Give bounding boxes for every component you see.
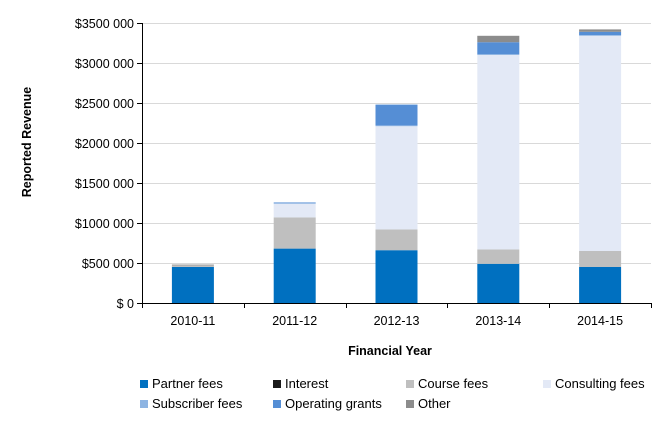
legend-label: Operating grants — [285, 396, 382, 411]
x-axis-title: Financial Year — [348, 344, 432, 358]
bar-segment-consulting-fees — [477, 55, 520, 250]
bar-segment-partner-fees — [375, 250, 418, 303]
x-tick-label: 2010-11 — [170, 314, 215, 328]
bar-segment-course-fees — [375, 229, 418, 251]
legend-swatch — [140, 380, 148, 388]
x-tick-label: 2011-12 — [272, 314, 317, 328]
legend-row: Subscriber fees Operating grants Other — [140, 394, 670, 414]
bar-segment-consulting-fees — [579, 35, 622, 251]
bar-segment-other — [579, 29, 622, 32]
x-tick-label: 2013-14 — [475, 314, 521, 328]
legend-item-operating-grants: Operating grants — [273, 394, 406, 414]
legend-item-consulting-fees: Consulting fees — [543, 374, 645, 394]
legend-label: Interest — [285, 376, 329, 391]
bar-segment-consulting-fees — [375, 126, 418, 230]
y-tick-label: $500 000 — [82, 257, 134, 271]
y-tick-labels: $ 0 $500 000 $1000 000 $1500 000 $2000 000 $2… — [75, 17, 134, 311]
legend-item-partner-fees: Partner fees — [140, 374, 273, 394]
y-tick-label: $1500 000 — [75, 177, 134, 191]
bar-segment-subscriber-fees — [579, 35, 622, 36]
y-tick-label: $2000 000 — [75, 137, 134, 151]
legend: Partner fees Interest Course fees Consul… — [140, 374, 670, 414]
bar-segment-partner-fees — [579, 267, 622, 303]
bar-segment-partner-fees — [171, 267, 214, 303]
y-tick-label: $2500 000 — [75, 97, 134, 111]
bar-segment-course-fees — [477, 249, 520, 264]
legend-label: Other — [418, 396, 451, 411]
legend-swatch — [406, 400, 414, 408]
x-tick-label: 2012-13 — [374, 314, 420, 328]
y-tick-label: $3000 000 — [75, 57, 134, 71]
legend-label: Partner fees — [152, 376, 223, 391]
bar-segment-partner-fees — [477, 263, 520, 303]
bar-segment-subscriber-fees — [477, 54, 520, 55]
bar-segment-partner-fees — [273, 248, 316, 303]
legend-swatch — [543, 380, 551, 388]
bar-segment-other — [171, 264, 214, 266]
bar-segment-subscriber-fees — [375, 125, 418, 127]
legend-label: Subscriber fees — [152, 396, 243, 411]
x-tick-label: 2014-15 — [577, 314, 623, 328]
legend-item-subscriber-fees: Subscriber fees — [140, 394, 273, 414]
legend-item-interest: Interest — [273, 374, 406, 394]
legend-swatch — [273, 380, 281, 388]
y-tick-label: $3500 000 — [75, 17, 134, 31]
bar-segment-operating-grants — [579, 31, 622, 35]
legend-label: Consulting fees — [555, 376, 645, 391]
y-axis-title: Reported Revenue — [20, 87, 34, 197]
legend-swatch — [406, 380, 414, 388]
axes — [137, 23, 652, 308]
y-tick-label: $1000 000 — [75, 217, 134, 231]
y-tick-label: $ 0 — [117, 297, 134, 311]
bar-segment-course-fees — [579, 251, 622, 267]
bar-segment-course-fees — [171, 265, 214, 267]
bar-segment-course-fees — [273, 217, 316, 249]
bar-segment-consulting-fees — [273, 203, 316, 218]
x-tick-labels: 2010-11 2011-12 2012-13 2013-14 2014-15 — [170, 314, 623, 328]
bar-segment-subscriber-fees — [273, 202, 316, 204]
bars — [171, 29, 622, 303]
legend-item-other: Other — [406, 394, 451, 414]
legend-swatch — [273, 400, 281, 408]
bar-segment-other — [477, 35, 520, 43]
legend-swatch — [140, 400, 148, 408]
bar-segment-operating-grants — [477, 42, 520, 55]
bar-segment-operating-grants — [375, 104, 418, 126]
legend-item-course-fees: Course fees — [406, 374, 543, 394]
legend-row: Partner fees Interest Course fees Consul… — [140, 374, 670, 394]
legend-label: Course fees — [418, 376, 489, 391]
